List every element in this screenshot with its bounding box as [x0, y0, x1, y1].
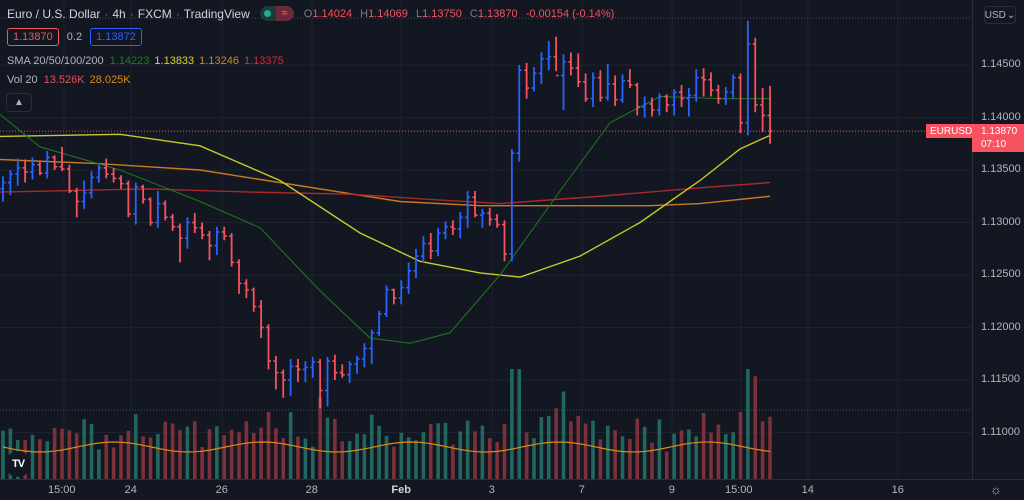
volume-legend[interactable]: Vol 20 13.526K 28.025K	[7, 74, 131, 86]
time-tick-label: 15:00	[48, 484, 76, 496]
price-tick-label: 1.13000	[981, 215, 1021, 228]
price-tick-label: 1.11000	[981, 425, 1020, 438]
price-tick-label: 1.12500	[981, 268, 1021, 280]
symbol-name[interactable]: Euro / U.S. Dollar	[7, 6, 101, 21]
trade-buttons: 1.13870 0.2 1.13872	[7, 28, 142, 46]
settings-gear-icon[interactable]: ☼	[990, 482, 1002, 497]
data-delay-icon: ≈	[275, 6, 294, 21]
spread: 0.2	[66, 31, 83, 43]
price-tick-label: 1.14500	[981, 58, 1021, 70]
collapse-legend-button[interactable]: ▲	[6, 93, 32, 112]
vol-value: 13.526K	[43, 74, 85, 86]
symbol-label: EURUSD	[926, 124, 977, 138]
tradingview-logo[interactable]: TV	[5, 451, 31, 477]
chevron-up-icon: ▲	[14, 97, 24, 108]
interval[interactable]: 4h	[112, 6, 126, 21]
source: TradingView	[183, 6, 250, 21]
time-tick-label: 14	[801, 484, 814, 496]
price-tick-label: 1.11500	[981, 373, 1020, 385]
chart-header: Euro / U.S. Dollar · 4h · FXCM · Trading…	[7, 6, 615, 21]
chevron-down-icon: ⌄	[1006, 9, 1016, 21]
sell-button[interactable]: 1.13870	[7, 28, 59, 46]
vol-label: Vol 20	[7, 74, 38, 86]
sma-label: SMA 20/50/100/200	[7, 55, 104, 67]
last-price-label: 1.13870 07:10	[972, 124, 1024, 152]
time-tick-label: 26	[215, 484, 228, 496]
bar-countdown: 07:10	[981, 139, 1007, 150]
price-tick-label: 1.14000	[981, 110, 1021, 123]
time-tick-label: 3	[488, 484, 495, 496]
market-open-icon	[259, 6, 276, 21]
ohlc-values: O1.14024 H1.14069 L1.13750 C1.13870 -0.0…	[303, 7, 615, 20]
time-tick-label: Feb	[391, 484, 411, 496]
sma100-value: 1.13246	[199, 55, 239, 67]
time-tick-label: 16	[891, 484, 904, 496]
sma20-value: 1.14223	[109, 55, 150, 67]
sma-legend[interactable]: SMA 20/50/100/200 1.14223 1.13833 1.1324…	[7, 55, 284, 67]
price-tick-label: 1.13500	[981, 163, 1021, 175]
time-tick-label: 28	[305, 484, 318, 496]
exchange: FXCM	[137, 6, 172, 21]
time-tick-label: 15:00	[725, 484, 753, 496]
sma50-value: 1.13833	[154, 55, 195, 67]
price-change: -0.00154 (-0.14%)	[525, 7, 615, 20]
time-tick-label: 9	[668, 484, 675, 496]
time-axis[interactable]	[0, 479, 1024, 500]
price-axis[interactable]	[972, 0, 1024, 479]
buy-button[interactable]: 1.13872	[90, 28, 142, 46]
market-status[interactable]: ≈	[259, 6, 294, 21]
time-tick-label: 24	[124, 484, 137, 496]
time-tick-label: 7	[578, 484, 585, 496]
currency-dropdown[interactable]: USD ⌄	[984, 6, 1016, 24]
price-tick-label: 1.12000	[981, 320, 1021, 333]
vol-ma-value: 28.025K	[89, 74, 131, 86]
sma200-value: 1.13375	[243, 55, 284, 67]
